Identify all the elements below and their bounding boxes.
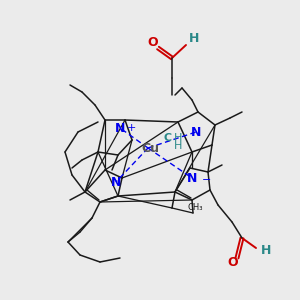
Text: CH₃: CH₃	[187, 202, 203, 211]
Text: H: H	[174, 141, 182, 151]
Text: N: N	[115, 122, 125, 134]
Text: N: N	[111, 176, 121, 188]
Text: O: O	[148, 35, 158, 49]
Text: H: H	[174, 133, 182, 143]
Text: H: H	[261, 244, 271, 256]
Text: Cu: Cu	[141, 142, 159, 154]
Text: −: −	[202, 175, 212, 185]
Text: O: O	[228, 256, 238, 269]
Text: H: H	[189, 32, 199, 46]
Text: C: C	[164, 133, 172, 143]
Text: N: N	[187, 172, 197, 184]
Text: +: +	[126, 123, 136, 133]
Text: N: N	[191, 125, 201, 139]
